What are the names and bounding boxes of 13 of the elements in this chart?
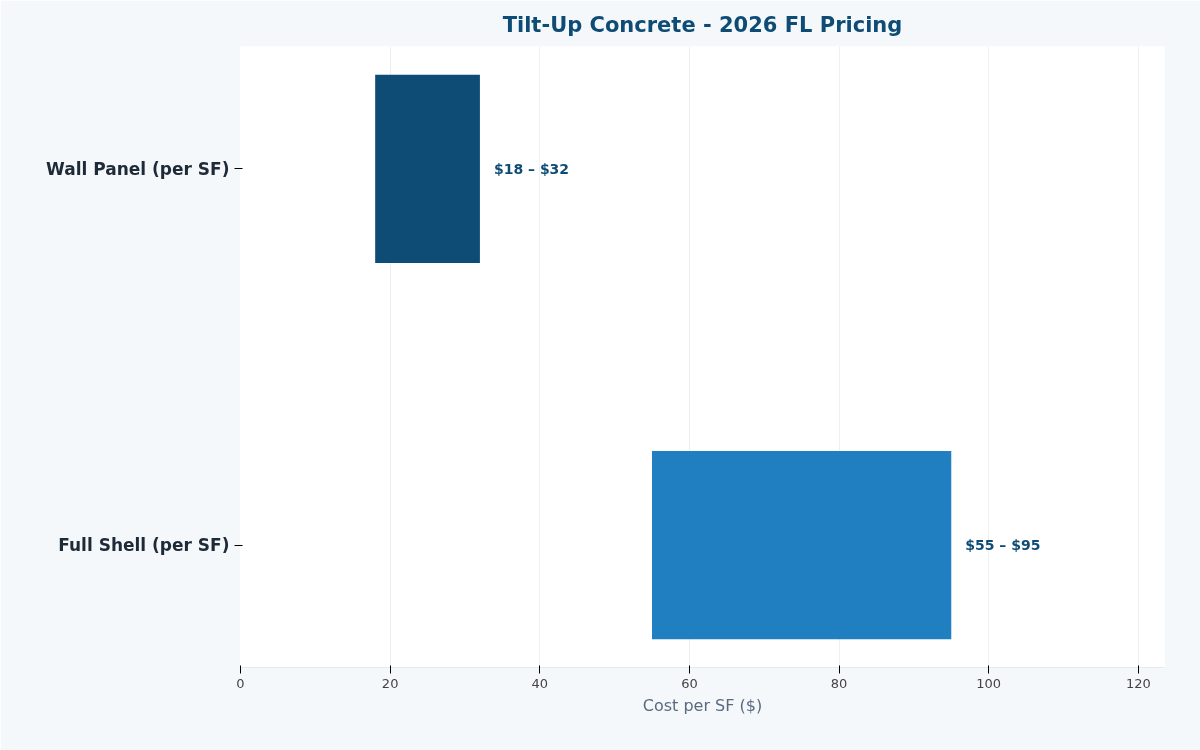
annotation: $18 – $32 [493, 160, 570, 177]
chart-title: Tilt-Up Concrete - 2026 FL Pricing [502, 12, 903, 37]
x-tick-label: 100 [976, 675, 1002, 691]
x-axis-title: Cost per SF ($) [642, 695, 763, 715]
y-tick-label: Full Shell (per SF) [58, 535, 230, 556]
x-tick-label: 0 [236, 675, 245, 691]
x-tick-label: 20 [381, 675, 399, 691]
x-tick-label: 60 [681, 675, 698, 691]
annotation: $55 – $95 [965, 537, 1041, 554]
y-tick-label: Wall Panel (per SF) [46, 158, 230, 179]
x-tick-label: 120 [1125, 675, 1151, 691]
x-tick-label: 40 [531, 675, 549, 691]
x-tick-label: 80 [830, 675, 848, 691]
